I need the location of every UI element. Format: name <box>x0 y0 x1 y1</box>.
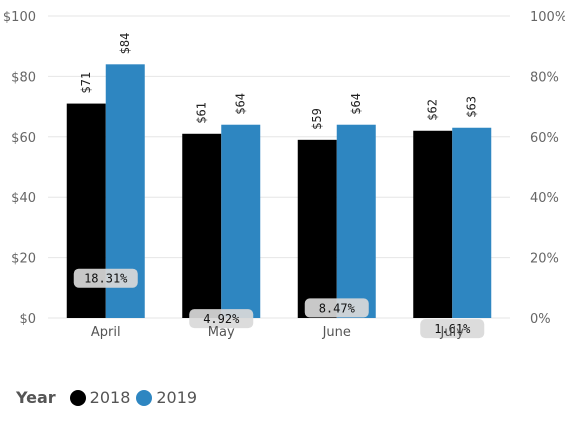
y-tick-label: $60 <box>11 131 36 146</box>
percent-label-text: 18.31% <box>84 272 128 286</box>
percent-label-text: 4.92% <box>203 312 240 326</box>
y2-tick-label: 60% <box>530 131 559 146</box>
legend-label-2018: 2018 <box>89 388 131 407</box>
percent-change-label: 1.61% <box>420 319 485 339</box>
data-labels: $71 $84 $61 $64 $59 $64 $62 $63 <box>79 33 479 130</box>
data-label: $63 <box>465 96 479 118</box>
y-tick-label: $80 <box>11 70 36 85</box>
percent-label-background <box>189 309 254 329</box>
percent-label-text: 1.61% <box>434 322 471 336</box>
data-label: $61 <box>195 102 209 124</box>
data-label: $62 <box>426 99 440 121</box>
legend-marker-2018 <box>69 389 86 406</box>
x-tick-label: April <box>91 325 121 340</box>
y-tick-label: $0 <box>19 312 36 327</box>
bar-2019-may[interactable] <box>221 124 261 318</box>
y-tick-label: $40 <box>11 191 36 206</box>
bar-2019-june[interactable] <box>336 124 376 318</box>
y-axis-left: $0 $20 $40 $60 $80 $100 <box>3 10 36 327</box>
legend-marker-2019 <box>136 389 153 406</box>
bars <box>66 64 492 319</box>
y-axis-right: 0% 20% 40% 60% 80% 100% <box>530 10 565 327</box>
bar-chart: $0 $20 $40 $60 $80 $100 0% 20% 40% 60% 80% 100% $7… <box>3 10 565 340</box>
data-label: $59 <box>310 108 324 130</box>
percent-change-label: 8.47% <box>304 298 369 318</box>
percent-change-label: 18.31% <box>73 268 138 288</box>
legend: Year 2018 2019 <box>16 388 203 407</box>
legend-title: Year <box>16 388 56 407</box>
data-label: $71 <box>79 72 93 94</box>
legend-item-2019[interactable]: 2019 <box>136 388 197 407</box>
bar-2019-july[interactable] <box>452 127 492 319</box>
percent-change-label: 4.92% <box>189 309 254 329</box>
percent-label-background <box>304 298 369 318</box>
bar-2018-june[interactable] <box>297 139 337 318</box>
bar-2018-may[interactable] <box>182 133 222 318</box>
percent-label-background <box>73 268 138 288</box>
y-tick-label: $20 <box>11 252 36 267</box>
bar-2018-july[interactable] <box>413 130 453 318</box>
percent-change-labels: 18.31% 4.92% 8.47% 1.61% <box>73 268 485 339</box>
data-label: $84 <box>118 33 132 55</box>
y2-tick-label: 40% <box>530 191 559 206</box>
legend-item-2018[interactable]: 2018 <box>69 388 131 407</box>
legend-label-2019: 2019 <box>156 388 198 407</box>
y2-tick-label: 20% <box>530 252 559 267</box>
y2-tick-label: 80% <box>530 70 559 85</box>
x-axis: April May June July <box>91 325 464 340</box>
data-label: $64 <box>234 93 248 115</box>
y2-tick-label: 0% <box>530 312 551 327</box>
data-label: $64 <box>349 93 363 115</box>
y2-tick-label: 100% <box>530 10 565 25</box>
x-tick-label: June <box>322 325 351 340</box>
x-tick-label: May <box>208 325 235 340</box>
percent-label-text: 8.47% <box>319 301 356 315</box>
x-tick-label: July <box>440 325 465 340</box>
percent-label-background <box>420 319 485 339</box>
y-tick-label: $100 <box>3 10 36 25</box>
